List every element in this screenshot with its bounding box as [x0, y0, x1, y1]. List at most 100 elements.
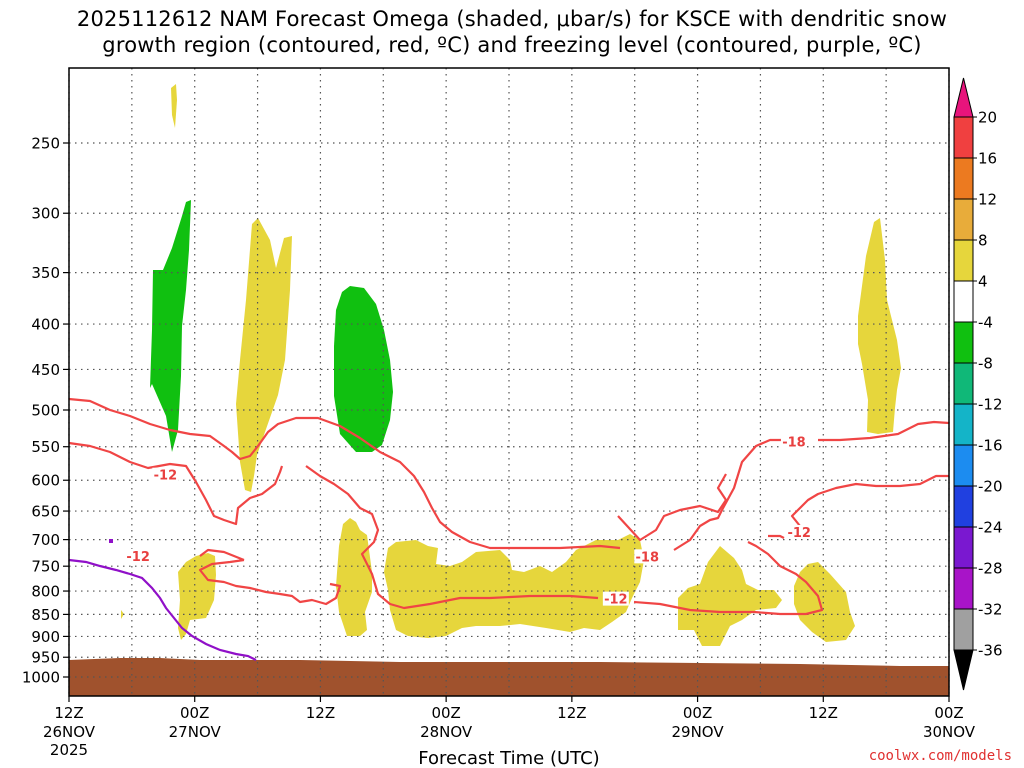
- colorbar-label: 16: [978, 150, 997, 168]
- y-tick-label: 450: [31, 361, 60, 379]
- y-tick-label: 300: [31, 205, 60, 223]
- y-tick-label: 400: [31, 316, 60, 334]
- dgz-contour-lower4: [768, 534, 785, 539]
- y-tick-label: 700: [31, 531, 60, 549]
- colorbar-label: -36: [978, 642, 1003, 660]
- omega-area: [150, 200, 191, 452]
- colorbar-segment: [953, 526, 974, 569]
- x-tick-label: 12Z: [54, 704, 83, 722]
- contour-label-bg: [634, 549, 661, 564]
- omega-area: [236, 218, 292, 492]
- chart-title-line2: growth region (contoured, red, ºC) and f…: [102, 33, 922, 57]
- y-tick-label: 850: [31, 606, 60, 624]
- contour-label-bg: [125, 548, 152, 563]
- omega-area: [858, 218, 901, 434]
- dgz-contour-lower3: [633, 541, 824, 616]
- colorbar-label: -20: [978, 478, 1003, 496]
- x-tick-date: 29NOV: [672, 723, 725, 741]
- dgz-contour-lower: [68, 441, 284, 526]
- x-tick-year: 2025: [50, 741, 88, 759]
- dgz-contour-mid: [617, 473, 728, 542]
- y-tick-label: 500: [31, 402, 60, 420]
- y-tick-label: 750: [31, 558, 60, 576]
- x-tick-date: 26NOV: [43, 723, 96, 741]
- y-tick-label: 350: [31, 264, 60, 282]
- contour-label-bg: [786, 524, 813, 539]
- chart-title: 2025112612 NAM Forecast Omega (shaded, μ…: [0, 6, 1024, 58]
- y-tick-label: 650: [31, 503, 60, 521]
- chart-title-line1: 2025112612 NAM Forecast Omega (shaded, μ…: [76, 7, 948, 31]
- colorbar-label: -4: [978, 314, 993, 332]
- omega-area: [794, 562, 855, 642]
- x-tick-date: 28NOV: [420, 723, 473, 741]
- contour-label: -12: [126, 550, 150, 565]
- colorbar-segment: [953, 280, 974, 323]
- x-tick-date: 30NOV: [923, 723, 976, 741]
- contour-label: -12: [604, 593, 628, 608]
- contour-labels: -12 -12 -18 -18 -12 -12: [125, 434, 813, 608]
- x-tick-label: 12Z: [809, 704, 838, 722]
- colorbar-segment: [953, 485, 974, 528]
- contour-label: -18: [782, 435, 806, 450]
- contour-label-bg: [602, 591, 629, 606]
- dgz-contour-lower-left: [198, 558, 342, 606]
- dgz-contour-lower2: [305, 465, 599, 610]
- contour-label-bg: [780, 434, 807, 449]
- colorbar-segment: [953, 567, 974, 610]
- colorbar-segment: [953, 362, 974, 405]
- freezing-level-contour: [68, 558, 257, 661]
- dgz-contour-upper-right: [673, 438, 786, 551]
- colorbar-segment: [953, 239, 974, 282]
- omega-area: [678, 546, 782, 646]
- colorbar-label: -32: [978, 601, 1003, 619]
- colorbar-label: 4: [978, 273, 988, 291]
- colorbar-label: 20: [978, 109, 997, 127]
- x-tick-label: 00Z: [934, 704, 963, 722]
- colorbar-segment: [953, 403, 974, 446]
- omega-area: [121, 610, 124, 619]
- colorbar-label: -28: [978, 560, 1003, 578]
- omega-area: [178, 553, 216, 640]
- colorbar-label: 12: [978, 191, 997, 209]
- x-tick-label: 12Z: [557, 704, 586, 722]
- contour-label-bg: [152, 467, 179, 482]
- y-tick-label: 550: [31, 438, 60, 456]
- colorbar: 20 16 12 8 4 -4 -8 -12 -16 -20 -24 -28 -32 -36: [953, 77, 1003, 691]
- contour-label: -12: [154, 469, 178, 484]
- colorbar-label: 8: [978, 232, 988, 250]
- plot-frame: [68, 67, 950, 697]
- omega-area: [171, 84, 177, 128]
- colorbar-label: -12: [978, 396, 1003, 414]
- colorbar-label: -16: [978, 437, 1003, 455]
- colorbar-segment: [953, 198, 974, 241]
- colorbar-segment: [953, 321, 974, 364]
- y-tick-label: 600: [31, 472, 60, 490]
- colorbar-top-arrow: [953, 77, 974, 118]
- y-tick-label: 900: [31, 628, 60, 646]
- freezing-level-dot: [109, 539, 113, 543]
- omega-shading-positive: [121, 84, 901, 646]
- y-tick-label: 800: [31, 583, 60, 601]
- colorbar-segment: [953, 116, 974, 159]
- x-axis-title: Forecast Time (UTC): [418, 748, 599, 768]
- colorbar-segment: [953, 157, 974, 200]
- x-tick-label: 00Z: [431, 704, 460, 722]
- credit-text: coolwx.com/models: [869, 748, 1012, 764]
- x-tick-label: 00Z: [683, 704, 712, 722]
- dgz-contours: [68, 397, 950, 616]
- omega-area: [336, 518, 372, 636]
- y-axis: 250 300 350 400 450 500 550 600 650 700 750 800 850 9…: [22, 135, 69, 687]
- colorbar-bottom-arrow: [953, 649, 974, 691]
- contour-label: -12: [787, 526, 811, 541]
- dgz-contour-right: [790, 474, 949, 539]
- y-tick-label: 1000: [22, 669, 60, 687]
- colorbar-label: -24: [978, 519, 1003, 537]
- colorbar-segment: [953, 444, 974, 487]
- dgz-contour-upper: [68, 397, 621, 550]
- colorbar-segment: [953, 608, 974, 651]
- dgz-contour-small: [199, 548, 245, 562]
- terrain: [69, 658, 949, 696]
- dgz-contour-upper-right2: [818, 420, 950, 442]
